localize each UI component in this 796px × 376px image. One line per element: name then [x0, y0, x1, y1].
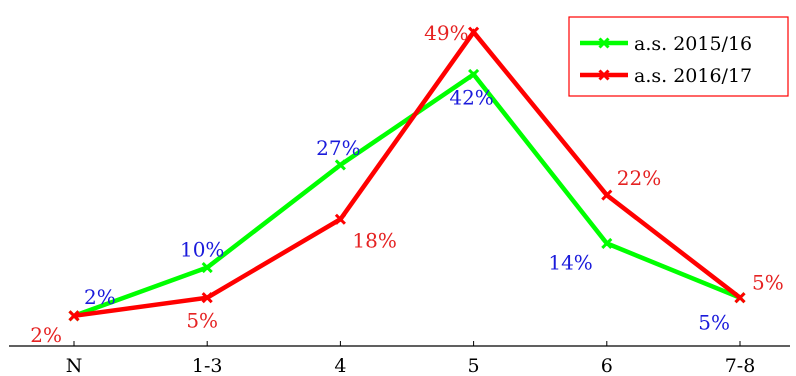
data-label: 22%	[617, 166, 661, 190]
series-1	[68, 68, 746, 322]
data-point	[68, 310, 80, 322]
data-point	[601, 189, 613, 201]
data-point	[201, 261, 213, 274]
data-label: 2%	[30, 323, 62, 347]
data-label: 14%	[548, 250, 592, 274]
legend-entry: a.s. 2016/17	[580, 65, 752, 87]
data-label: 49%	[424, 21, 468, 45]
series-line	[73, 28, 742, 319]
series-line	[73, 71, 741, 318]
data-point	[601, 237, 613, 249]
data-label: 2%	[84, 285, 116, 309]
x-tick-label: 5	[468, 355, 480, 376]
legend-label: a.s. 2015/16	[634, 33, 752, 55]
legend-box	[568, 16, 789, 97]
legend-marker	[598, 37, 610, 49]
x-tick-label: 7-8	[725, 355, 756, 376]
data-point	[468, 68, 480, 80]
series-layer	[68, 26, 746, 322]
data-label: 10%	[180, 238, 224, 262]
data-point	[334, 213, 346, 225]
data-point	[468, 26, 480, 38]
data-label: 5%	[186, 309, 218, 333]
x-tick-label: N	[66, 355, 83, 376]
legend-entry: a.s. 2015/16	[580, 33, 752, 55]
data-point	[201, 292, 213, 304]
data-point	[334, 159, 346, 171]
data-label: 18%	[352, 228, 396, 252]
series-2	[68, 26, 746, 322]
data-label: 5%	[752, 271, 784, 295]
legend-marker	[598, 69, 610, 81]
legend-label: a.s. 2016/17	[634, 65, 752, 87]
x-tick-label: 4	[334, 355, 346, 376]
data-labels: 2% 10% 27% 42% 14% 5% 2% 5% 18% 49% 22% 5%	[30, 21, 783, 347]
data-point	[734, 292, 746, 304]
data-label: 27%	[316, 136, 360, 160]
x-tick-label: 6	[601, 355, 613, 376]
data-label: 42%	[449, 85, 493, 109]
legend: a.s. 2015/16 a.s. 2016/17	[568, 16, 789, 97]
x-axis-ticks: N 1-3 4 5 6 7-8	[66, 341, 756, 376]
x-tick-label: 1-3	[192, 355, 223, 376]
data-label: 5%	[698, 311, 730, 335]
